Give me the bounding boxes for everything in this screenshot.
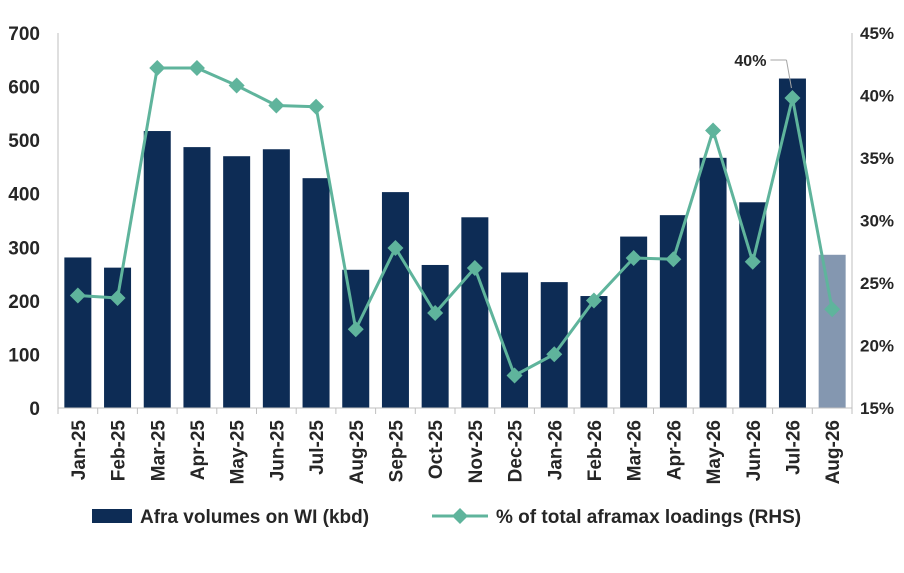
category-label: Dec-25	[506, 420, 527, 483]
left-axis-ticks: 0 100 200 300 400 500 600 700	[8, 24, 40, 420]
line-point	[347, 321, 364, 338]
right-axis-tick-label: 30%	[860, 212, 894, 231]
category-label: Mar-25	[148, 420, 169, 482]
line-point	[466, 260, 483, 276]
bar	[183, 147, 211, 408]
bar	[501, 272, 529, 408]
right-axis-tick-label: 15%	[860, 399, 894, 418]
category-label: Jan-25	[69, 420, 90, 481]
right-axis-ticks: 15% 20% 25% 30% 35% 40% 45%	[860, 24, 894, 418]
left-axis-tick-label: 400	[8, 185, 40, 206]
legend-bar-label: Afra volumes on WI (kbd)	[140, 507, 369, 528]
line-point	[705, 122, 722, 139]
right-axis-tick-label: 40%	[860, 87, 894, 106]
category-label: May-25	[228, 420, 249, 485]
line-point	[625, 250, 642, 266]
bar	[778, 78, 806, 409]
bar	[699, 157, 727, 408]
category-label: Sep-25	[386, 420, 407, 483]
line-point	[149, 60, 166, 76]
category-label: Aug-26	[823, 420, 844, 484]
category-label: Apr-25	[188, 420, 209, 481]
bar	[223, 156, 251, 408]
left-axis-tick-label: 200	[8, 292, 40, 313]
bar	[659, 215, 687, 408]
right-axis-tick-label: 35%	[860, 149, 894, 168]
series-line	[77, 66, 834, 377]
category-label: Jan-26	[545, 420, 566, 480]
line-point	[744, 253, 761, 270]
left-axis-tick-label: 500	[8, 131, 40, 152]
bar	[540, 282, 568, 408]
line-point	[585, 292, 602, 309]
bar	[421, 264, 449, 408]
right-axis-tick-label: 20%	[860, 337, 894, 356]
line-point	[824, 301, 841, 318]
category-label: Apr-26	[664, 420, 685, 480]
left-axis-tick-label: 300	[8, 238, 40, 259]
bar	[342, 269, 370, 408]
left-axis-tick-label: 0	[29, 399, 40, 420]
line-point	[387, 240, 404, 256]
bar	[381, 192, 409, 408]
category-label: Jul-26	[783, 420, 804, 475]
line-point	[69, 287, 86, 304]
bar	[461, 217, 489, 408]
left-axis-tick-label: 600	[8, 78, 40, 99]
line-series	[69, 60, 841, 384]
right-axis-tick-label: 45%	[860, 24, 894, 43]
left-axis-tick-label: 100	[8, 345, 40, 366]
category-label: Aug-25	[347, 420, 368, 485]
right-axis-tick-label: 25%	[860, 274, 894, 293]
line-point	[268, 97, 285, 114]
category-label: Mar-26	[625, 420, 646, 481]
category-label: Nov-25	[466, 420, 487, 484]
line-point	[506, 367, 523, 384]
legend-line-label: % of total aframax loadings (RHS)	[496, 507, 801, 528]
line-point	[109, 290, 126, 306]
line-point	[784, 90, 801, 106]
category-label: Feb-25	[109, 420, 130, 482]
category-label: Oct-25	[426, 420, 447, 480]
line-point	[228, 77, 245, 94]
category-labels: Jan-25 Feb-25 Mar-25 Apr-25 May-25 Jun-25 Jul-…	[69, 420, 844, 485]
category-label: Jul-25	[307, 420, 328, 475]
line-point	[665, 251, 682, 268]
line-point	[188, 60, 205, 76]
bar	[104, 267, 132, 408]
legend-line-marker	[452, 508, 468, 524]
line-point	[427, 305, 444, 321]
category-label: Feb-26	[585, 420, 606, 481]
legend-bar-swatch	[92, 509, 132, 523]
bar	[143, 131, 171, 409]
axes	[57, 33, 853, 414]
bar	[818, 254, 846, 408]
annotation: 40%	[734, 53, 792, 89]
bar	[262, 149, 290, 408]
legend: Afra volumes on WI (kbd) % of total afra…	[92, 507, 801, 528]
bar-series	[64, 78, 846, 409]
bar	[64, 257, 92, 408]
category-label: Jun-25	[267, 420, 288, 482]
annotation-leader-line	[785, 59, 792, 89]
annotation-label: 40%	[734, 53, 766, 70]
category-label: May-26	[704, 420, 725, 484]
line-point	[546, 346, 563, 363]
left-axis-tick-label: 700	[8, 24, 40, 45]
line-point	[308, 98, 325, 115]
bar	[302, 178, 330, 408]
category-label: Jun-26	[744, 420, 765, 481]
